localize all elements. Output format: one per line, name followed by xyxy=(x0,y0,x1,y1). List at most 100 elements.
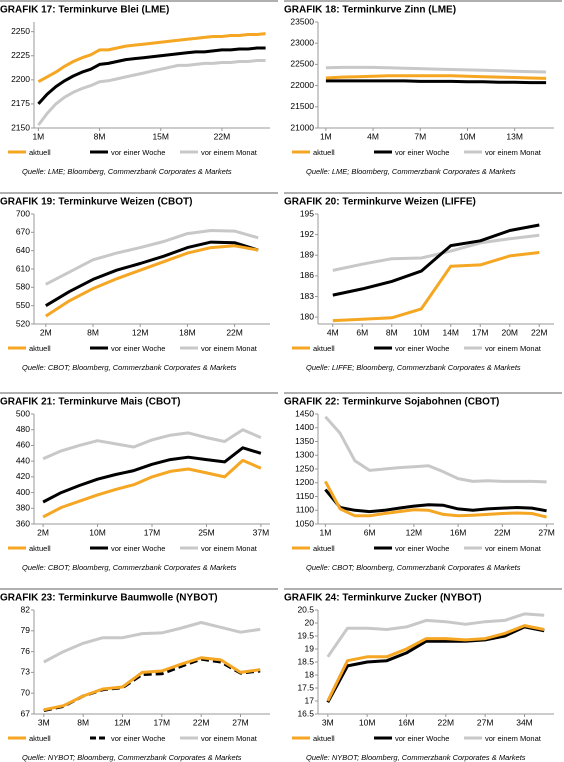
legend-label: vor einer Woche xyxy=(395,148,449,157)
x-tick-label: 16M xyxy=(450,527,467,537)
chart-title: GRAFIK 17: Terminkurve Blei (LME) xyxy=(0,5,169,16)
x-tick-label: 1M xyxy=(319,527,331,537)
x-tick-label: 22M xyxy=(226,327,243,337)
x-tick-label: 3M xyxy=(322,717,334,727)
chart-title: GRAFIK 20: Terminkurve Weizen (LIFFE) xyxy=(284,197,476,208)
y-tick-label: 21500 xyxy=(290,101,314,111)
title-bar xyxy=(0,588,278,590)
title-bar xyxy=(0,0,278,2)
y-tick-label: 420 xyxy=(16,471,30,481)
y-tick-label: 82 xyxy=(21,604,31,614)
y-tick-label: 1200 xyxy=(295,477,314,487)
y-tick-label: 360 xyxy=(16,518,30,528)
title-bar xyxy=(0,392,278,394)
y-tick-label: 17 xyxy=(305,695,315,705)
x-tick-label: 22M xyxy=(438,717,455,727)
y-tick-label: 76 xyxy=(21,646,31,656)
x-tick-label: 17M xyxy=(472,327,489,337)
y-tick-label: 640 xyxy=(16,245,30,255)
series-line xyxy=(43,656,261,712)
y-tick-label: 20.5 xyxy=(297,604,314,614)
source-note: Quelle: LME; Bloomberg, Commerzbank Corp… xyxy=(306,167,516,176)
y-tick-label: 2175 xyxy=(11,98,30,108)
series-line xyxy=(37,46,266,105)
x-tick-label: 27M xyxy=(538,527,555,537)
y-tick-label: 550 xyxy=(16,300,30,310)
series-line xyxy=(325,74,547,80)
x-tick-label: 13M xyxy=(506,131,523,141)
source-note: Quelle: LIFFE; Bloomberg, Commerzbank Co… xyxy=(306,363,521,372)
y-tick-label: 2250 xyxy=(11,26,30,36)
legend-label: aktuell xyxy=(29,734,51,743)
y-tick-label: 19 xyxy=(305,643,315,653)
y-tick-label: 17.5 xyxy=(297,682,314,692)
x-tick-label: 37M xyxy=(253,527,270,537)
y-tick-label: 480 xyxy=(16,424,30,434)
legend-label: vor einem Monat xyxy=(485,734,542,743)
x-tick-label: 17M xyxy=(144,527,161,537)
x-tick-label: 18M xyxy=(179,327,196,337)
series-line xyxy=(326,625,545,704)
y-tick-label: 70 xyxy=(21,687,31,697)
y-tick-label: 2150 xyxy=(11,122,30,132)
x-tick-label: 8M xyxy=(77,717,89,727)
x-tick-label: 22M xyxy=(494,527,511,537)
title-bar xyxy=(284,0,562,2)
y-tick-label: 22500 xyxy=(290,59,314,69)
y-tick-label: 670 xyxy=(16,227,30,237)
series-line xyxy=(332,251,540,323)
series-line xyxy=(43,657,261,712)
y-tick-label: 19.5 xyxy=(297,630,314,640)
title-bar xyxy=(0,192,278,194)
y-tick-label: 1400 xyxy=(295,422,314,432)
y-tick-label: 610 xyxy=(16,263,30,273)
x-tick-label: 16M xyxy=(398,717,415,727)
legend-label: aktuell xyxy=(313,544,335,553)
y-tick-label: 1150 xyxy=(296,491,315,501)
legend-label: aktuell xyxy=(313,734,335,743)
y-tick-label: 520 xyxy=(16,318,30,328)
series-line xyxy=(332,233,540,272)
series-line xyxy=(42,458,262,519)
series-line xyxy=(37,59,266,126)
x-tick-label: 8M xyxy=(94,131,106,141)
legend-label: vor einem Monat xyxy=(485,344,542,353)
source-note: Quelle: NYBOT; Bloomberg, Commerzbank Co… xyxy=(22,753,242,762)
y-tick-label: 23000 xyxy=(290,37,314,47)
y-tick-label: 2225 xyxy=(11,50,30,60)
legend-label: vor einer Woche xyxy=(395,544,449,553)
x-tick-label: 10M xyxy=(413,327,430,337)
series-line xyxy=(324,480,547,519)
series-line xyxy=(326,624,545,702)
y-tick-label: 18 xyxy=(305,669,315,679)
series-line xyxy=(42,428,262,461)
source-note: Quelle: CBOT; Bloomberg, Commerzbank Cor… xyxy=(22,563,237,572)
y-tick-label: 440 xyxy=(16,455,30,465)
chart-title: GRAFIK 24: Terminkurve Zucker (NYBOT) xyxy=(284,593,482,604)
legend-label: vor einer Woche xyxy=(395,344,449,353)
legend-label: vor einer Woche xyxy=(111,544,165,553)
x-tick-label: 1M xyxy=(32,131,44,141)
legend-label: vor einer Woche xyxy=(395,734,449,743)
source-note: Quelle: LME; Bloomberg, Commerzbank Corp… xyxy=(22,167,232,176)
legend-label: vor einem Monat xyxy=(201,344,258,353)
legend-label: vor einer Woche xyxy=(111,148,165,157)
y-tick-label: 23500 xyxy=(290,16,314,26)
series-line xyxy=(324,488,547,514)
x-tick-label: 8M xyxy=(87,327,99,337)
y-tick-label: 186 xyxy=(300,270,314,280)
y-tick-label: 400 xyxy=(16,487,30,497)
y-tick-label: 1100 xyxy=(296,505,315,515)
y-tick-label: 73 xyxy=(21,667,31,677)
series-line xyxy=(42,446,262,504)
y-tick-label: 180 xyxy=(300,311,314,321)
x-tick-label: 12M xyxy=(132,327,149,337)
y-tick-label: 500 xyxy=(16,408,30,418)
y-tick-label: 1300 xyxy=(295,450,314,460)
y-tick-label: 700 xyxy=(16,208,30,218)
x-tick-label: 10M xyxy=(89,527,106,537)
x-tick-label: 22M xyxy=(531,327,548,337)
x-tick-label: 22M xyxy=(193,717,210,727)
chart-title: GRAFIK 18: Terminkurve Zinn (LME) xyxy=(284,5,456,16)
